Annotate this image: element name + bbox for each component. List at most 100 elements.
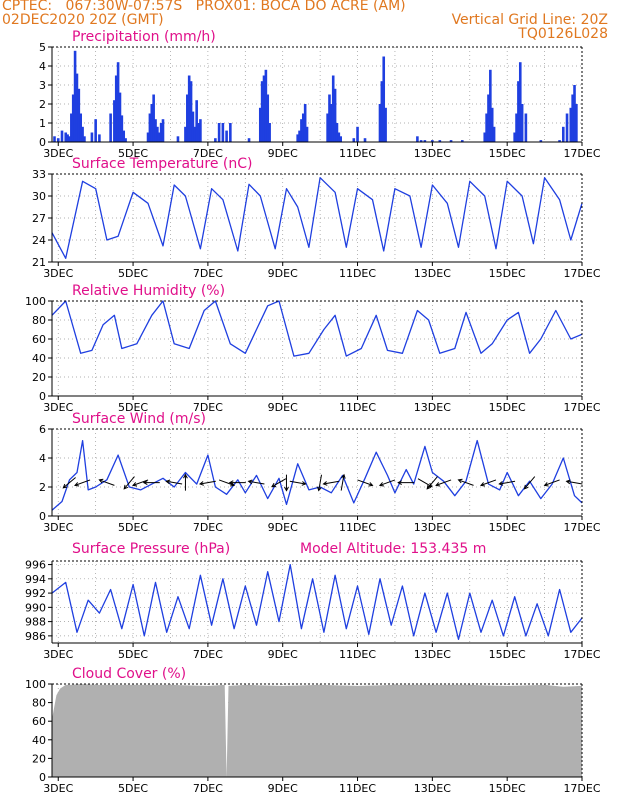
- pres-x-tick-label: 17DEC: [563, 648, 600, 661]
- temp-panel: Surface Temperature (nC) 21 24 27 30 33 3DEC 5D…: [32, 156, 601, 280]
- precip-bar: [335, 123, 339, 142]
- precip-x-tick-label: 3DEC: [43, 147, 73, 160]
- precip-bar: [191, 111, 195, 142]
- wind-arrow-shaft: [63, 477, 76, 489]
- wind-arrow: [435, 479, 452, 487]
- wind-x-tick-label: 13DEC: [414, 521, 451, 534]
- cloud-y-tick-label: 80: [32, 697, 46, 710]
- wind-arrow: [340, 473, 346, 491]
- wind-arrow-head: [368, 482, 374, 487]
- cloud-x-tick-label: 5DEC: [118, 782, 148, 795]
- header-grid-line-info: Vertical Grid Line: 20Z: [451, 12, 608, 28]
- wind-arrow-head: [165, 479, 171, 485]
- wind-arrow-shaft: [123, 476, 135, 490]
- wind-arrow-head: [183, 473, 188, 479]
- wind-arrow-head: [142, 480, 148, 486]
- rh-y-tick-label: 0: [39, 390, 46, 403]
- wind-arrow-head: [523, 484, 529, 490]
- precip-bar: [301, 113, 305, 142]
- precip-bar: [487, 94, 490, 142]
- wind-arrow-head: [98, 478, 104, 484]
- cloud-x-tick-label: 15DEC: [489, 782, 526, 795]
- cloud-y-tick-label: 0: [39, 771, 46, 784]
- wind-arrow-head: [480, 482, 485, 487]
- precip-bar: [94, 119, 97, 142]
- precip-bar: [333, 88, 337, 142]
- cloud-x-tick-label: 17DEC: [563, 782, 600, 795]
- wind-arrow-head: [74, 482, 80, 487]
- wind-arrow-shaft: [323, 480, 340, 485]
- wind-arrow-shaft: [357, 479, 373, 486]
- cloud-title: Cloud Cover (%): [72, 666, 186, 682]
- wind-arrow: [228, 480, 246, 486]
- wind-arrow-head: [271, 482, 276, 488]
- wind-arrow: [543, 479, 560, 487]
- precip-bar: [558, 140, 561, 142]
- wind-arrow-head: [397, 480, 402, 486]
- wind-arrow-head: [565, 479, 571, 485]
- cloud-y-tick-label: 100: [25, 678, 46, 691]
- temp-x-tick-label: 15DEC: [489, 267, 526, 280]
- precip-bar: [416, 136, 419, 142]
- precip-bar: [199, 119, 202, 142]
- precip-bar: [520, 104, 524, 142]
- wind-arrow-shaft: [499, 480, 516, 485]
- precip-y-tick-label: 1: [39, 117, 46, 130]
- rh-y-tick-label: 20: [32, 371, 46, 384]
- wind-arrow-shaft: [318, 474, 323, 491]
- wind-arrow-shaft: [435, 479, 452, 486]
- wind-arrow-head: [247, 479, 253, 485]
- precip-bar: [124, 138, 127, 142]
- precip-bar: [571, 94, 574, 142]
- pres-x-tick-label: 11DEC: [339, 648, 376, 661]
- precip-bar: [326, 113, 329, 142]
- precip-bar: [120, 115, 124, 142]
- precip-title: Precipitation (mm/h): [72, 29, 216, 45]
- wind-arrow: [289, 480, 307, 486]
- precip-bar: [339, 136, 342, 142]
- rh-title: Relative Humidity (%): [72, 283, 225, 299]
- precip-y-tick-label: 4: [39, 60, 46, 73]
- wind-arrow: [457, 478, 474, 486]
- temp-y-tick-label: 27: [32, 212, 46, 225]
- cloud-x-tick-label: 7DEC: [193, 782, 223, 795]
- wind-arrow: [198, 480, 216, 486]
- precip-bar: [485, 113, 488, 142]
- precip-x-tick-label: 15DEC: [489, 147, 526, 160]
- precip-bar: [154, 119, 157, 142]
- wind-arrow: [165, 479, 183, 485]
- precip-bar: [298, 130, 301, 142]
- precip-bar: [148, 113, 152, 142]
- wind-arrow: [357, 479, 374, 487]
- cloud-y-tick-label: 40: [32, 734, 46, 747]
- precip-bar: [90, 132, 94, 142]
- precip-bar: [53, 136, 56, 142]
- precip-bar: [221, 123, 225, 142]
- rh-panel: Relative Humidity (%) 0 20 40 60 80 100 3DEC 5DE…: [25, 283, 601, 414]
- rh-x-tick-label: 17DEC: [563, 401, 600, 414]
- precip-bar: [337, 132, 341, 142]
- wind-x-tick-label: 5DEC: [118, 521, 148, 534]
- wind-arrow: [378, 479, 396, 487]
- header-model-id: TQ0126L028: [518, 26, 608, 42]
- precip-x-tick-label: 17DEC: [563, 147, 600, 160]
- precip-bar: [262, 75, 266, 142]
- precip-bar: [146, 132, 150, 142]
- precip-bar: [83, 136, 86, 142]
- rh-x-tick-label: 15DEC: [489, 401, 526, 414]
- precip-bar: [79, 113, 82, 142]
- header-date-line: 02DEC2020 20Z (GMT): [2, 12, 164, 28]
- precip-bar: [122, 130, 126, 142]
- precip-bar: [70, 113, 73, 142]
- precip-bar: [423, 140, 427, 142]
- pres-x-tick-label: 7DEC: [193, 648, 223, 661]
- wind-arrow: [98, 478, 115, 486]
- precip-bar: [157, 132, 161, 142]
- wind-x-tick-label: 3DEC: [43, 521, 73, 534]
- precip-bar: [490, 107, 494, 142]
- rh-x-tick-label: 13DEC: [414, 401, 451, 414]
- cloud-panel: Cloud Cover (%) 0 20 40 60 80 100 3DEC 5DEC 7DEC 9…: [25, 666, 601, 795]
- precip-bar: [73, 50, 77, 142]
- precip-bar: [116, 62, 120, 143]
- cloud-x-tick-label: 11DEC: [339, 782, 376, 795]
